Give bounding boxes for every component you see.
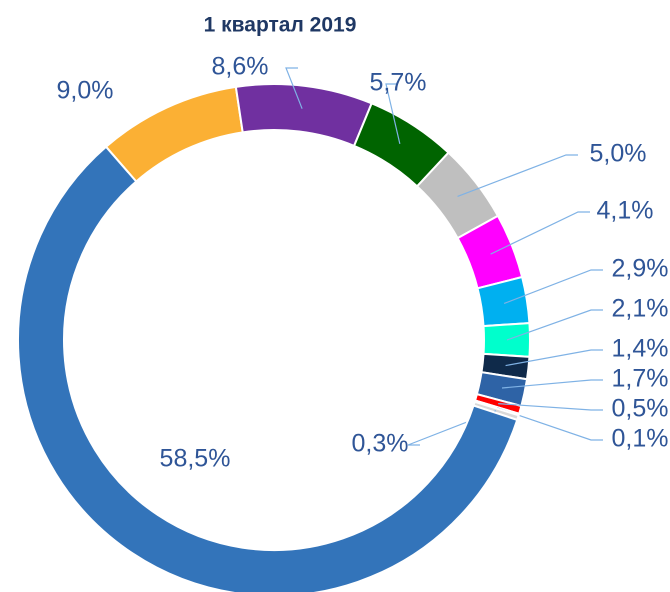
leader-line — [496, 407, 603, 441]
donut-segment — [234, 83, 373, 148]
donut-segment — [482, 322, 531, 358]
leader-line — [490, 211, 590, 255]
chart-title: 1 квартал 2019 — [204, 14, 357, 37]
leader-line — [501, 379, 603, 389]
leader-line — [457, 154, 578, 198]
leader-line — [506, 309, 603, 341]
data-label: 2,1% — [612, 295, 669, 323]
data-label: 0,3% — [352, 430, 409, 458]
data-label: 1,7% — [612, 365, 669, 393]
data-label: 2,9% — [612, 255, 669, 283]
donut-segment — [17, 145, 519, 592]
data-label: 9,0% — [57, 77, 114, 105]
leader-line — [505, 349, 603, 367]
data-label: 58,5% — [160, 445, 231, 473]
data-label: 0,1% — [612, 425, 669, 453]
leader-line — [285, 67, 303, 109]
data-label: 0,5% — [612, 395, 669, 423]
data-label: 4,1% — [597, 197, 654, 225]
data-label: 8,6% — [212, 53, 269, 81]
data-label: 5,0% — [590, 140, 647, 168]
leader-line — [385, 83, 401, 145]
leader-line — [503, 269, 603, 305]
data-label: 1,4% — [612, 335, 669, 363]
donut-segment — [104, 85, 244, 183]
data-label: 5,7% — [370, 69, 427, 97]
leader-line — [498, 403, 603, 411]
